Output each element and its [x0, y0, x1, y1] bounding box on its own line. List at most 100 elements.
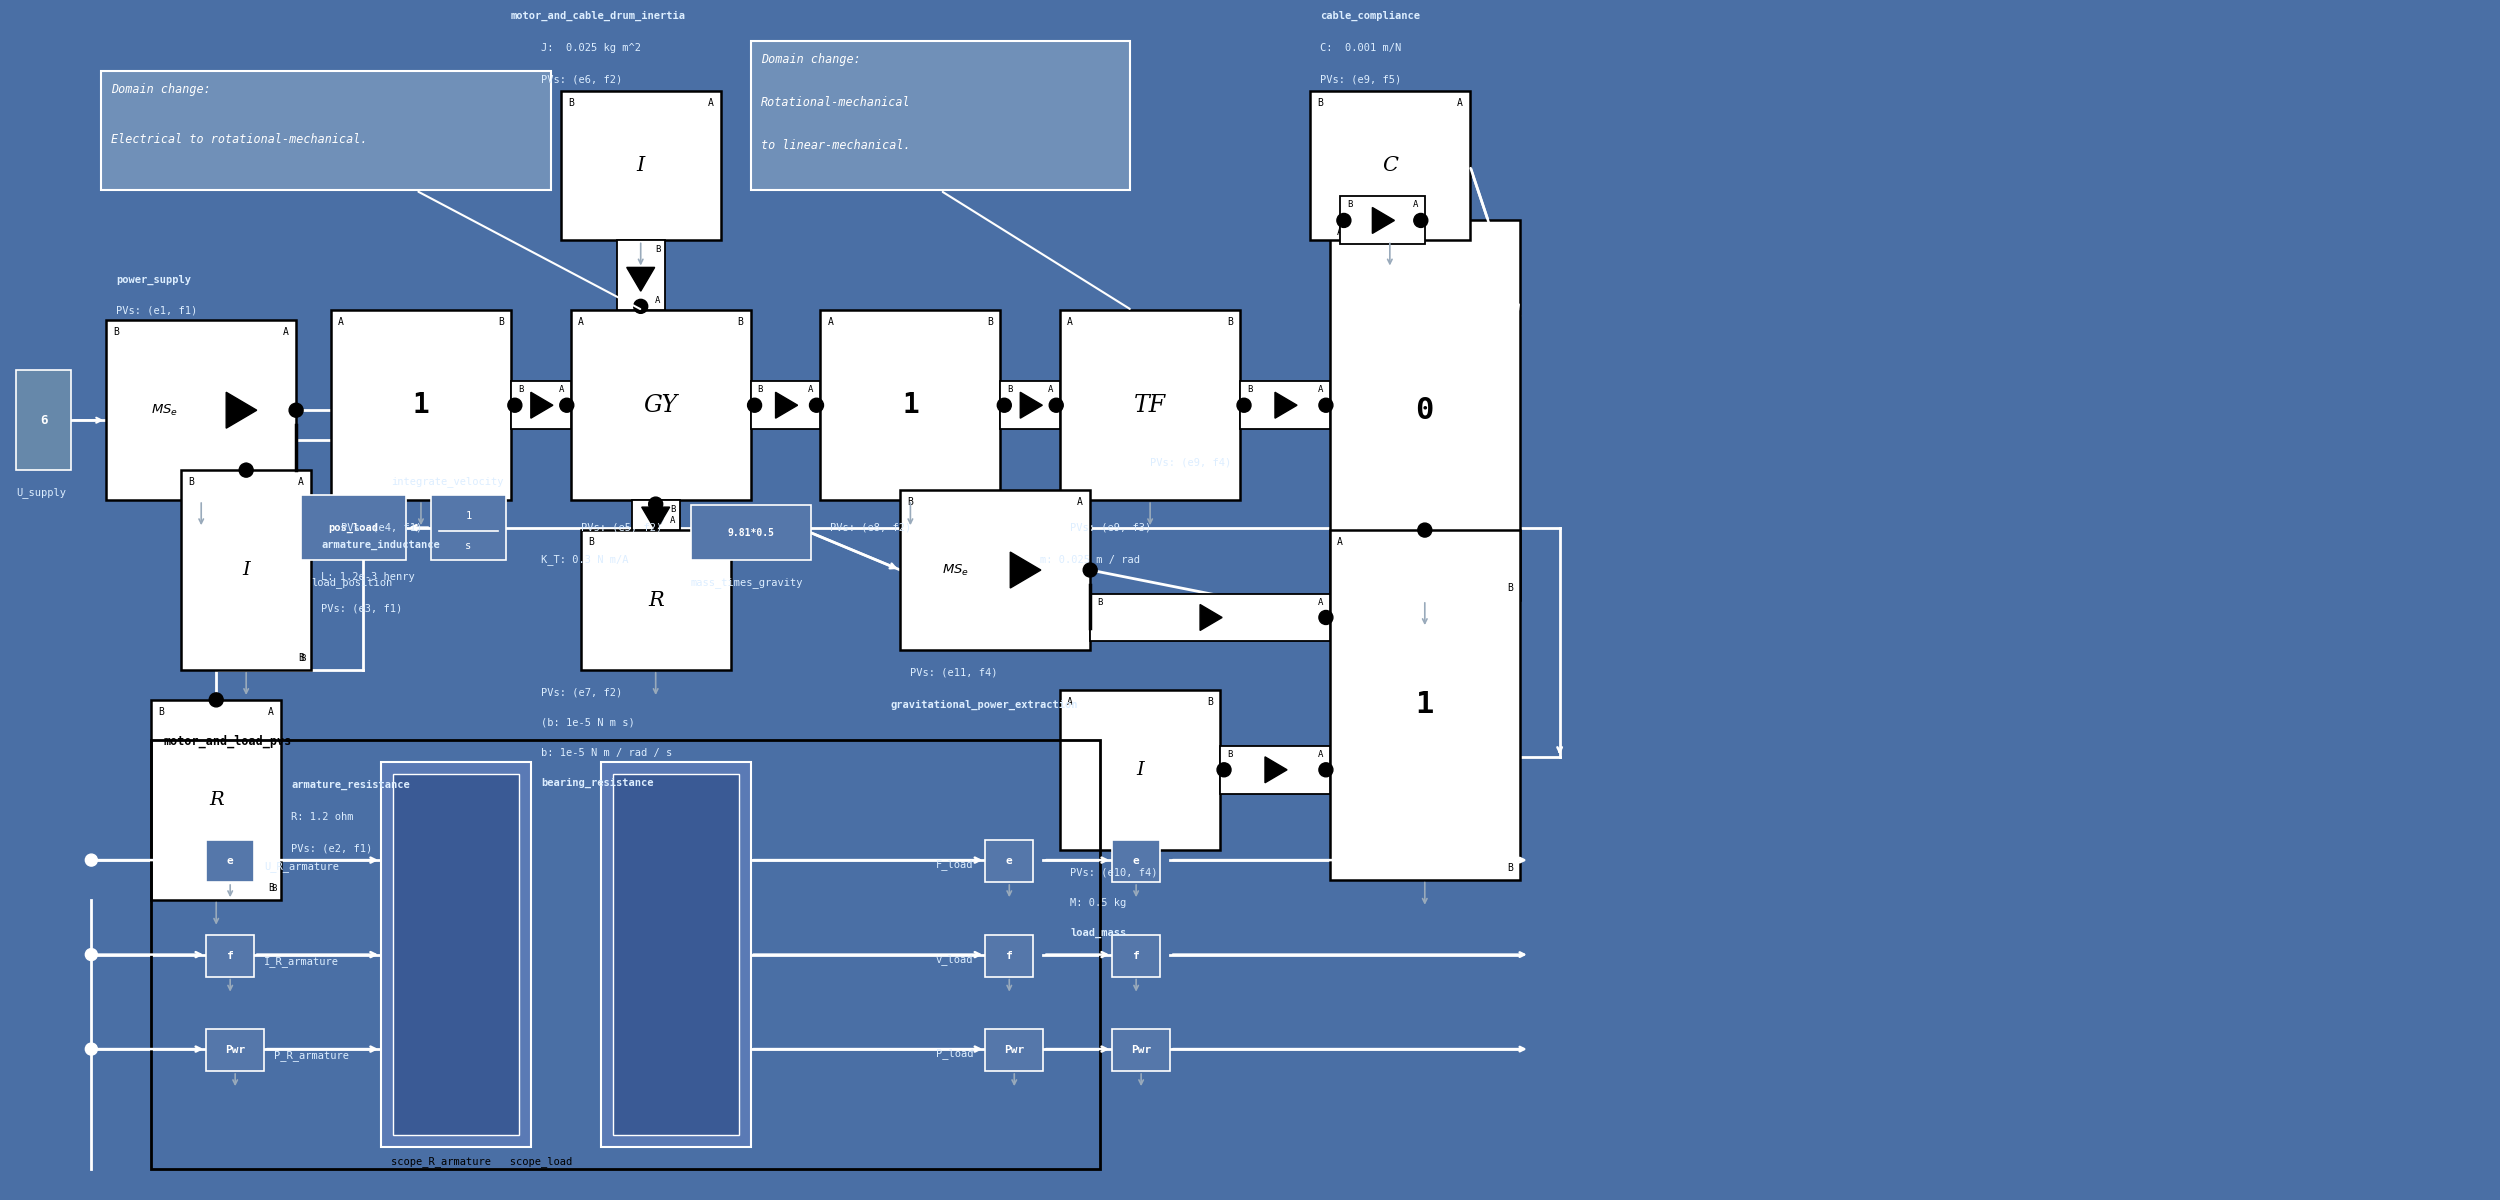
Text: B: B [670, 505, 675, 514]
Text: load_mass: load_mass [1070, 928, 1128, 937]
Text: A: A [298, 478, 305, 487]
FancyBboxPatch shape [430, 496, 505, 560]
FancyBboxPatch shape [330, 311, 510, 500]
Text: Pwr: Pwr [225, 1045, 245, 1055]
FancyBboxPatch shape [1000, 382, 1060, 430]
Text: B: B [1228, 750, 1232, 758]
FancyBboxPatch shape [300, 496, 405, 560]
Text: B: B [758, 385, 762, 395]
FancyBboxPatch shape [618, 240, 665, 311]
Text: e: e [1132, 856, 1140, 866]
Text: B: B [988, 317, 992, 328]
Text: B: B [1098, 598, 1102, 606]
Text: 9.81*0.5: 9.81*0.5 [728, 528, 775, 538]
Circle shape [1320, 398, 1332, 413]
Text: 6: 6 [40, 414, 48, 427]
Text: B: B [738, 317, 742, 328]
FancyBboxPatch shape [985, 1030, 1042, 1072]
Text: PVs: (e9, f4): PVs: (e9, f4) [1150, 457, 1232, 467]
Text: power_supply: power_supply [118, 275, 192, 286]
Circle shape [1238, 398, 1250, 413]
Text: A: A [1318, 598, 1322, 606]
Text: L: 1.2e-3 henry: L: 1.2e-3 henry [320, 572, 415, 582]
Text: A: A [1048, 385, 1052, 395]
Text: $MS_e$: $MS_e$ [942, 563, 970, 577]
Text: R: R [210, 791, 222, 809]
Text: B: B [518, 385, 522, 395]
FancyBboxPatch shape [205, 840, 255, 882]
Text: B: B [112, 328, 120, 337]
Text: 0: 0 [1415, 396, 1435, 425]
Text: B: B [1008, 385, 1013, 395]
Text: mass_times_gravity: mass_times_gravity [690, 577, 803, 588]
FancyBboxPatch shape [1220, 746, 1330, 793]
Text: PVs: (e8, f2): PVs: (e8, f2) [830, 522, 912, 532]
Text: PVs: (e6, f2): PVs: (e6, f2) [540, 74, 622, 84]
Text: J:  0.025 kg m^2: J: 0.025 kg m^2 [540, 43, 640, 53]
Text: B: B [588, 538, 592, 547]
Text: B: B [1208, 697, 1212, 707]
Text: PVs: (e10, f4): PVs: (e10, f4) [1070, 868, 1158, 877]
Text: B: B [158, 707, 165, 716]
Text: B: B [188, 478, 195, 487]
Polygon shape [1200, 605, 1222, 630]
Text: U_R_armature: U_R_armature [265, 862, 340, 872]
Text: A: A [1458, 97, 1462, 108]
Text: f: f [228, 950, 232, 960]
FancyBboxPatch shape [1340, 197, 1425, 245]
Circle shape [998, 398, 1012, 413]
FancyBboxPatch shape [1060, 690, 1220, 850]
Polygon shape [642, 508, 670, 530]
Polygon shape [530, 392, 552, 419]
Text: B: B [298, 653, 305, 662]
FancyBboxPatch shape [632, 500, 680, 530]
Circle shape [508, 398, 522, 413]
Circle shape [210, 692, 222, 707]
Circle shape [632, 299, 648, 313]
Text: A: A [1412, 200, 1417, 210]
Text: B: B [1508, 863, 1512, 872]
Text: bearing_resistance: bearing_resistance [540, 778, 652, 787]
Text: B: B [1318, 97, 1322, 108]
Text: PVs: (e7, f2): PVs: (e7, f2) [540, 688, 622, 698]
Circle shape [1320, 611, 1332, 624]
FancyBboxPatch shape [580, 530, 730, 670]
Circle shape [1320, 763, 1332, 776]
FancyBboxPatch shape [560, 90, 720, 240]
Text: I: I [242, 562, 250, 580]
Text: M: 0.5 kg: M: 0.5 kg [1070, 898, 1128, 907]
Text: A: A [670, 516, 675, 526]
FancyBboxPatch shape [612, 774, 738, 1135]
FancyBboxPatch shape [600, 762, 750, 1147]
Circle shape [240, 463, 252, 478]
Text: 1: 1 [465, 511, 472, 521]
Circle shape [1050, 398, 1062, 413]
Text: A: A [1338, 538, 1342, 547]
Text: pos_load: pos_load [328, 522, 378, 533]
Text: Pwr: Pwr [1130, 1045, 1152, 1055]
Text: P_R_armature: P_R_armature [275, 1050, 350, 1061]
Text: PVs: (e1, f1): PVs: (e1, f1) [118, 305, 198, 316]
Circle shape [1417, 523, 1432, 538]
FancyBboxPatch shape [1060, 311, 1240, 500]
Circle shape [1218, 763, 1230, 776]
Text: B: B [1508, 583, 1512, 593]
Circle shape [290, 403, 302, 418]
Text: B: B [908, 497, 912, 508]
Text: e: e [1005, 856, 1013, 866]
Text: load_position: load_position [310, 577, 392, 588]
Text: B: B [498, 317, 505, 328]
FancyBboxPatch shape [1112, 840, 1160, 882]
FancyBboxPatch shape [152, 700, 280, 900]
FancyBboxPatch shape [900, 490, 1090, 650]
FancyBboxPatch shape [1330, 221, 1520, 600]
Text: 1: 1 [1415, 690, 1435, 719]
Text: Pwr: Pwr [1005, 1045, 1025, 1055]
Text: Domain change:: Domain change: [112, 83, 210, 96]
Circle shape [560, 398, 575, 413]
Text: I: I [1138, 761, 1145, 779]
FancyBboxPatch shape [1090, 594, 1330, 642]
Text: A: A [1068, 697, 1072, 707]
Text: 1: 1 [902, 391, 920, 419]
Circle shape [85, 854, 98, 866]
